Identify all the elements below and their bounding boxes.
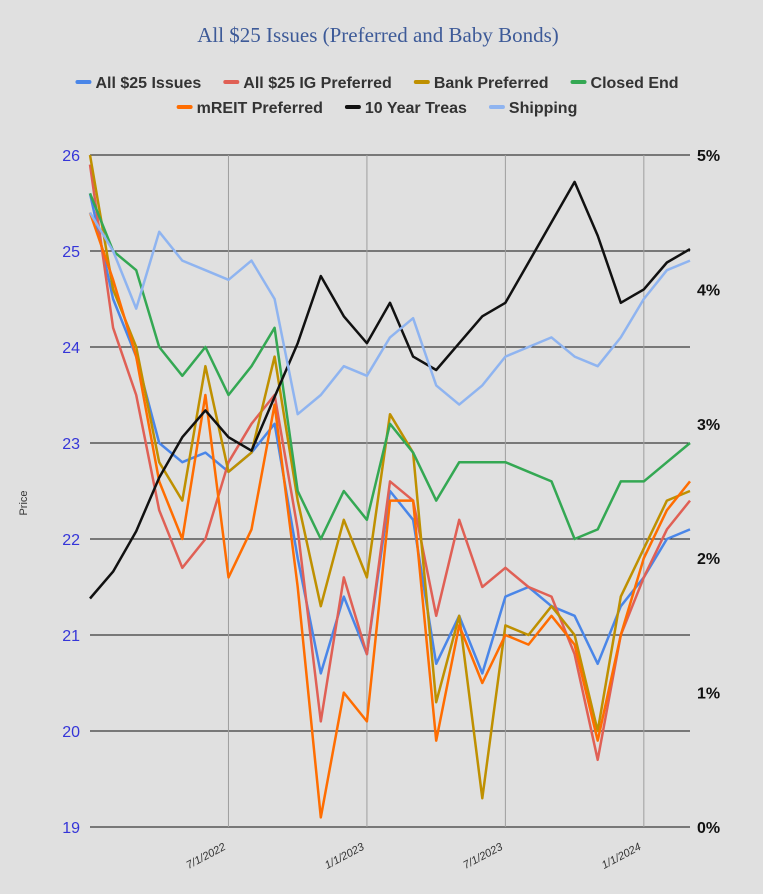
y-tick-label: 20 (62, 724, 80, 741)
legend-label: 10 Year Treas (365, 100, 467, 117)
legend-label: All $25 IG Preferred (243, 75, 392, 92)
y-tick-label: 23 (62, 436, 80, 453)
legend-label: Shipping (509, 100, 577, 117)
x-tick-label: 1/1/2024 (600, 841, 643, 872)
x-tick-label: 7/1/2023 (461, 841, 505, 872)
series-line-bank-preferred (88, 154, 691, 800)
y2-tick-label: 4% (697, 282, 720, 299)
y-axis-right: 0% 1% 2% 3% 4% 5% (697, 148, 720, 837)
legend-label: Closed End (591, 75, 679, 92)
x-tick-label: 1/1/2023 (323, 841, 367, 872)
y2-tick-label: 3% (697, 417, 720, 434)
y2-tick-label: 1% (697, 686, 720, 703)
y2-tick-label: 2% (697, 551, 720, 568)
series-line-shipping (88, 211, 691, 416)
y-axis-left: 19 20 21 22 23 24 25 26 (62, 148, 80, 837)
y-tick-label: 25 (62, 244, 80, 261)
y-tick-label: 19 (62, 820, 80, 837)
legend-label: Bank Preferred (434, 75, 549, 92)
series-line-closed-end (88, 192, 691, 541)
legend-label: mREIT Preferred (197, 100, 323, 117)
grid (90, 154, 690, 828)
series-line-all-25-ig-preferred (88, 164, 691, 762)
legend: All $25 Issues All $25 IG Preferred Bank P… (75, 75, 679, 117)
y2-tick-label: 5% (697, 148, 720, 165)
series-lines (88, 154, 691, 819)
series-line-mreit-preferred (88, 212, 691, 819)
series-line-all-25-issues (88, 193, 691, 675)
series-line-10-year-treas (89, 180, 691, 600)
y-tick-label: 21 (62, 628, 80, 645)
y-tick-label: 26 (62, 148, 80, 165)
y2-tick-label: 0% (697, 820, 720, 837)
chart-title: All $25 Issues (Preferred and Baby Bonds… (197, 23, 559, 47)
y-tick-label: 22 (62, 532, 80, 549)
legend-label: All $25 Issues (95, 75, 201, 92)
x-tick-label: 7/1/2022 (184, 841, 227, 872)
y-tick-label: 24 (62, 340, 80, 357)
x-axis: 7/1/2022 1/1/2023 7/1/2023 1/1/2024 (184, 841, 643, 872)
y-axis-label: Price (18, 490, 30, 515)
